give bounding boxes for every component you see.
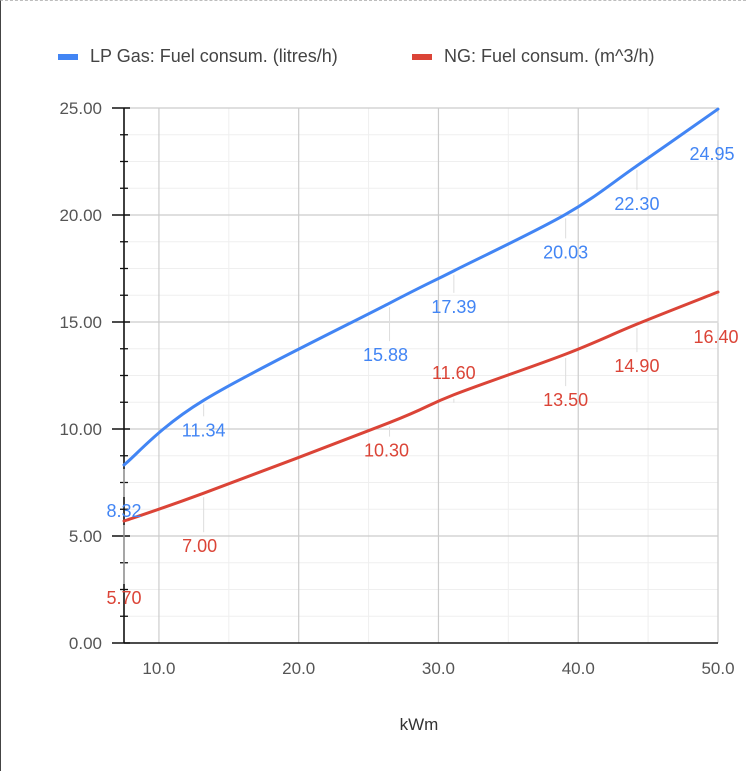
data-label: 7.00 <box>182 536 217 556</box>
series-line <box>122 290 720 523</box>
data-label: 10.30 <box>364 441 409 461</box>
y-tick-label: 10.00 <box>59 420 102 439</box>
y-tick-label: 0.00 <box>69 634 102 653</box>
series-line <box>122 107 720 467</box>
data-label: 17.39 <box>431 297 476 317</box>
grid <box>124 107 719 643</box>
x-tick-label: 20.0 <box>282 659 315 678</box>
legend-label: LP Gas: Fuel consum. (litres/h) <box>90 46 338 66</box>
legend-swatch <box>412 54 432 60</box>
data-labels: 8.32 11.34 15.88 17.39 20.03 22.30 24.95 5.70 7.… <box>106 113 739 608</box>
data-label: 15.88 <box>363 345 408 365</box>
data-label: 11.60 <box>432 363 476 383</box>
x-tick-label: 50.0 <box>701 659 734 678</box>
axes: 0.00 5.00 10.00 15.00 20.00 25.00 10.0 20.0 30.0… <box>59 99 734 678</box>
data-label: 22.30 <box>614 194 659 214</box>
data-label: 13.50 <box>543 390 588 410</box>
x-tick-label: 10.0 <box>142 659 175 678</box>
y-tick-label: 5.00 <box>69 527 102 546</box>
y-tick-label: 15.00 <box>59 313 102 332</box>
x-axis-title: kWm <box>400 715 439 734</box>
data-label: 5.70 <box>106 588 141 608</box>
legend-swatch <box>58 54 78 60</box>
y-tick-label: 25.00 <box>59 99 102 118</box>
x-tick-label: 30.0 <box>422 659 455 678</box>
data-label: 8.32 <box>106 501 141 521</box>
data-label: 24.95 <box>689 144 734 164</box>
data-label: 16.40 <box>693 327 738 347</box>
legend-label: NG: Fuel consum. (m^3/h) <box>444 46 655 66</box>
y-tick-label: 20.00 <box>59 206 102 225</box>
x-tick-label: 40.0 <box>562 659 595 678</box>
data-label: 14.90 <box>614 356 659 376</box>
legend[interactable]: LP Gas: Fuel consum. (litres/h) NG: Fuel … <box>58 46 655 66</box>
data-label: 20.03 <box>543 242 588 262</box>
series <box>122 107 720 523</box>
data-label: 11.34 <box>182 420 226 440</box>
